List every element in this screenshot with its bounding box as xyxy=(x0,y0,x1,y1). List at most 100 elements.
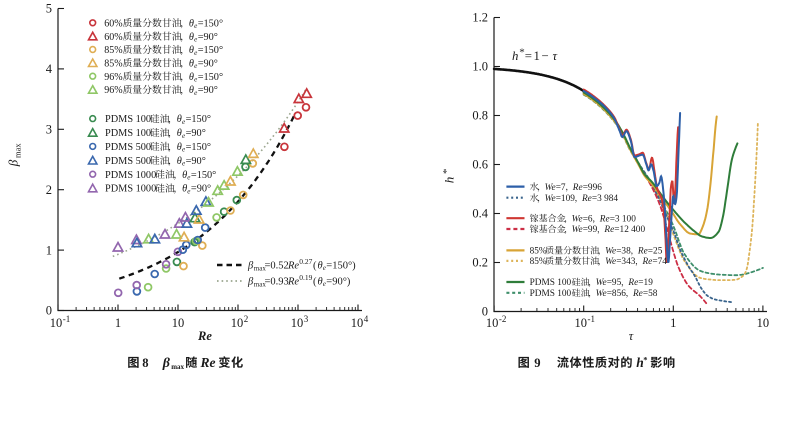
svg-text:τ: τ xyxy=(553,49,558,63)
svg-text:θ: θ xyxy=(177,114,182,125)
svg-text:max: max xyxy=(254,264,267,272)
svg-text:We: We xyxy=(605,257,616,267)
svg-text:(: ( xyxy=(313,261,317,272)
svg-text:τ: τ xyxy=(629,329,634,343)
svg-text:We: We xyxy=(572,225,583,235)
svg-text:PDMS 500: PDMS 500 xyxy=(105,156,151,167)
svg-text:(: ( xyxy=(313,277,317,288)
svg-text:e: e xyxy=(194,76,198,84)
svg-text:θ: θ xyxy=(177,142,182,153)
svg-text:=12 400: =12 400 xyxy=(614,225,645,235)
svg-text:e: e xyxy=(182,160,186,168)
svg-text:-2: -2 xyxy=(499,314,507,324)
svg-text:θ: θ xyxy=(182,184,187,195)
svg-text:e: e xyxy=(194,89,198,97)
svg-text:Re: Re xyxy=(599,214,610,224)
svg-text:e: e xyxy=(182,132,186,140)
svg-text:85%: 85% xyxy=(104,58,122,69)
svg-text:h: h xyxy=(636,355,644,370)
svg-text:1: 1 xyxy=(534,49,540,63)
svg-text:max: max xyxy=(254,280,267,288)
svg-text:9: 9 xyxy=(534,356,540,370)
svg-text:h: h xyxy=(512,49,518,63)
svg-text:=58: =58 xyxy=(643,289,658,299)
svg-text:1.2: 1.2 xyxy=(472,11,488,25)
svg-text:96%: 96% xyxy=(104,85,122,96)
svg-text:θ: θ xyxy=(189,72,194,83)
svg-text:*: * xyxy=(643,354,647,364)
svg-text:0.8: 0.8 xyxy=(472,109,488,123)
svg-text:8: 8 xyxy=(142,356,148,370)
svg-text:We: We xyxy=(605,247,616,257)
svg-text:e: e xyxy=(323,264,326,272)
svg-text:=343: =343 xyxy=(616,257,636,267)
svg-text:=90°: =90° xyxy=(198,58,218,69)
svg-text:θ: θ xyxy=(189,58,194,69)
svg-text:=0.93: =0.93 xyxy=(265,277,289,288)
svg-text:=150°: =150° xyxy=(186,142,211,153)
svg-text:Re: Re xyxy=(632,289,643,299)
svg-text:max: max xyxy=(171,363,184,371)
svg-text:10: 10 xyxy=(231,316,244,330)
svg-text:θ: θ xyxy=(189,18,194,29)
svg-text:85%: 85% xyxy=(104,45,122,56)
svg-text:−: − xyxy=(542,49,549,63)
svg-text:θ: θ xyxy=(189,32,194,43)
svg-text:e: e xyxy=(187,187,191,195)
svg-text:h: h xyxy=(442,177,457,184)
svg-text:β: β xyxy=(247,277,254,288)
svg-text:Re: Re xyxy=(287,261,299,272)
svg-text:0.27: 0.27 xyxy=(299,257,312,266)
svg-text:Re: Re xyxy=(642,257,653,267)
svg-text:10: 10 xyxy=(575,316,588,330)
svg-text:1: 1 xyxy=(46,243,52,257)
svg-text:β: β xyxy=(247,261,254,272)
svg-text:0.19: 0.19 xyxy=(299,273,312,282)
svg-text:PDMS 100: PDMS 100 xyxy=(530,278,572,288)
svg-text:5: 5 xyxy=(46,2,52,16)
svg-text:=74: =74 xyxy=(652,257,667,267)
svg-text:=996: =996 xyxy=(583,183,603,193)
svg-text:β: β xyxy=(6,159,21,167)
svg-text:3: 3 xyxy=(304,314,309,324)
svg-text:=3 100: =3 100 xyxy=(610,214,637,224)
svg-text:*: * xyxy=(519,47,525,59)
svg-text:85%: 85% xyxy=(530,247,547,257)
svg-text:0: 0 xyxy=(46,304,52,318)
svg-text:=25: =25 xyxy=(648,247,663,257)
svg-text:=150°: =150° xyxy=(198,18,223,29)
svg-text:96%: 96% xyxy=(104,72,122,83)
svg-text:3: 3 xyxy=(46,123,52,137)
svg-text:θ: θ xyxy=(182,170,187,181)
svg-text:θ: θ xyxy=(189,45,194,56)
svg-text:e: e xyxy=(194,62,198,70)
svg-text:θ: θ xyxy=(318,277,323,288)
svg-text:=19: =19 xyxy=(638,278,653,288)
svg-text:e: e xyxy=(187,174,191,182)
svg-text:=150°: =150° xyxy=(198,72,223,83)
svg-text:We: We xyxy=(596,289,607,299)
svg-text:-1: -1 xyxy=(588,314,596,324)
svg-text:=7: =7 xyxy=(556,183,566,193)
svg-text:=38: =38 xyxy=(616,247,631,257)
svg-text:=90°): =90°) xyxy=(326,277,351,288)
svg-text:PDMS 500: PDMS 500 xyxy=(105,142,151,153)
svg-text:We: We xyxy=(572,214,583,224)
svg-text:e: e xyxy=(194,35,198,43)
svg-text:PDMS 1000: PDMS 1000 xyxy=(105,184,156,195)
svg-text:e: e xyxy=(194,49,198,57)
svg-text:0.6: 0.6 xyxy=(472,158,488,172)
svg-text:1: 1 xyxy=(115,316,121,330)
svg-text:1: 1 xyxy=(670,316,676,330)
svg-text:10: 10 xyxy=(50,316,63,330)
svg-text:e: e xyxy=(323,280,326,288)
svg-text:-1: -1 xyxy=(63,314,71,324)
svg-text:Re: Re xyxy=(572,183,583,193)
svg-text:=90°: =90° xyxy=(186,128,206,139)
svg-text:θ: θ xyxy=(189,85,194,96)
svg-text:0.2: 0.2 xyxy=(472,256,488,270)
svg-text:60%: 60% xyxy=(104,32,122,43)
svg-text:60%: 60% xyxy=(104,18,122,29)
svg-text:0.4: 0.4 xyxy=(472,207,488,221)
svg-text:85%: 85% xyxy=(530,257,547,267)
